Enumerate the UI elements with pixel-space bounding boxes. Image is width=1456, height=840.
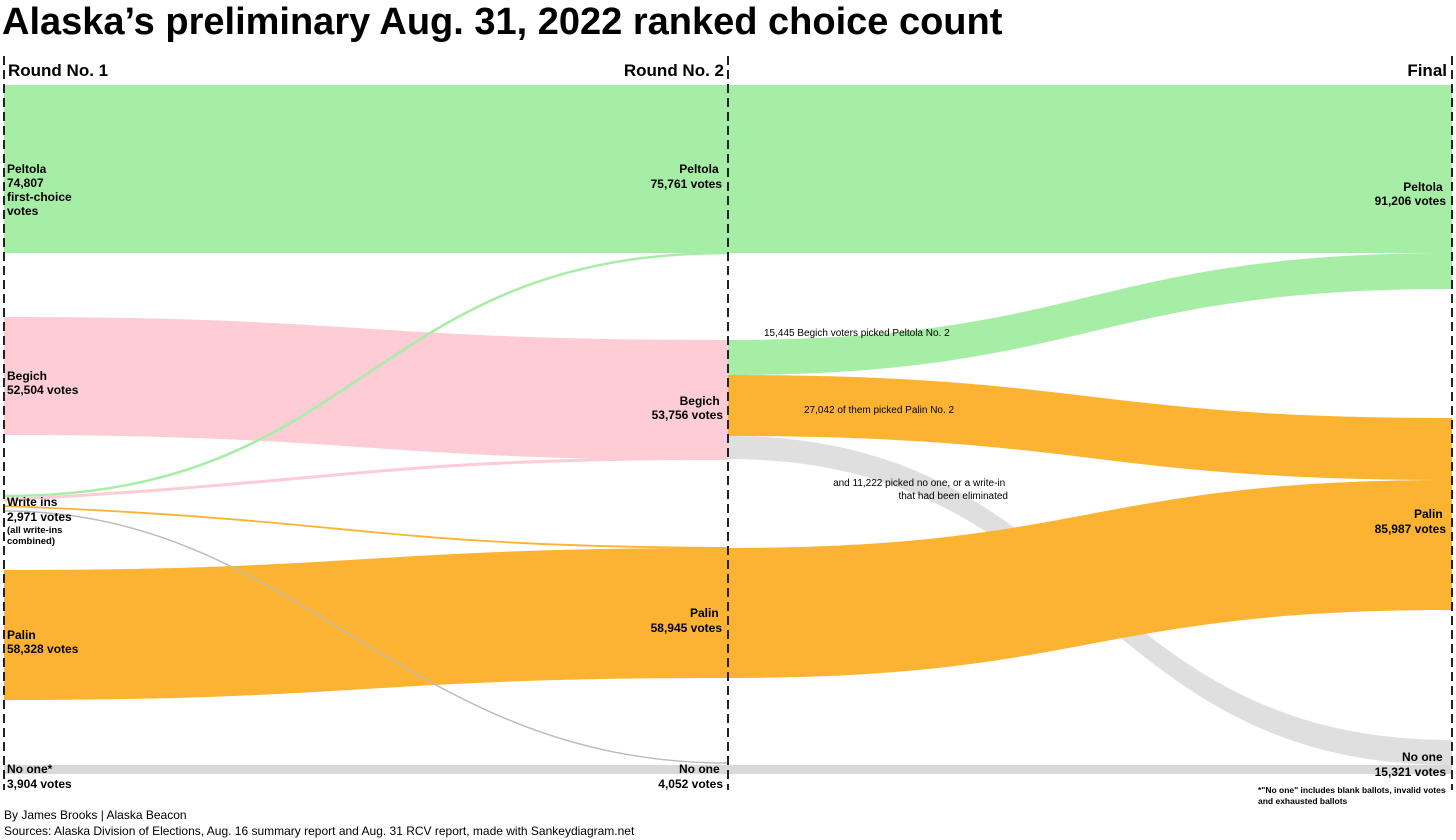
flow-begich-to-final-peltola: [728, 253, 1452, 375]
label-final-peltola: Peltola 91,206 votes: [1375, 180, 1447, 208]
flow-r1-begich-to-r2-begich: [4, 317, 728, 460]
label-r1-peltola: Peltola 74,807 first-choice votes: [7, 162, 75, 218]
label-r2-begich: Begich 53,756 votes: [652, 394, 724, 422]
round2-header: Round No. 2: [624, 61, 724, 80]
annotation-begich-to-peltola: 15,445 Begich voters picked Peltola No. …: [764, 328, 950, 339]
flow-r1-peltola-to-r2-peltola: [4, 85, 728, 253]
label-r1-noone: No one* 3,904 votes: [7, 762, 72, 791]
label-r1-writeins: Write ins 2,971 votes: [7, 495, 72, 524]
flow-r1-noone-to-r2-noone: [4, 765, 728, 774]
annotation-begich-to-palin: 27,042 of them picked Palin No. 2: [804, 405, 955, 416]
annotation-begich-to-noone: and 11,222 picked no one, or a write-in …: [833, 478, 1008, 502]
final-header: Final: [1407, 61, 1447, 80]
label-r1-writeins-note: (all write-ins combined): [7, 525, 65, 547]
flow-writeins-to-r2-peltola: [3, 251, 729, 498]
label-r2-palin: Palin 58,945 votes: [651, 606, 723, 635]
label-final-palin: Palin 85,987 votes: [1375, 507, 1447, 536]
label-r2-peltola: Peltola 75,761 votes: [651, 162, 723, 191]
flow-writeins-to-r2-noone: [3, 510, 729, 764]
round1-header: Round No. 1: [8, 61, 108, 80]
flow-r2-palin-to-final-palin: [728, 480, 1452, 678]
credit-line: By James Brooks | Alaska Beacon: [4, 808, 187, 822]
flow-r2-noone-to-final-noone: [728, 765, 1452, 774]
label-r1-begich: Begich 52,504 votes: [7, 369, 79, 397]
flow-r1-palin-to-r2-palin: [4, 548, 728, 700]
flow-writeins-to-r2-begich: [3, 456, 729, 502]
label-r2-noone: No one 4,052 votes: [658, 762, 723, 791]
sources-line: Sources: Alaska Division of Elections, A…: [4, 824, 635, 838]
footnote: *"No one" includes blank ballots, invali…: [1258, 785, 1448, 806]
flow-begich-to-final-palin: [728, 375, 1452, 480]
label-final-noone: No one 15,321 votes: [1375, 750, 1447, 779]
chart-title: Alaska’s preliminary Aug. 31, 2022 ranke…: [2, 1, 1003, 43]
label-r1-palin: Palin 58,328 votes: [7, 628, 79, 656]
flow-r2-peltola-to-final-peltola: [728, 85, 1452, 253]
flow-writeins-to-r2-palin: [3, 505, 729, 549]
